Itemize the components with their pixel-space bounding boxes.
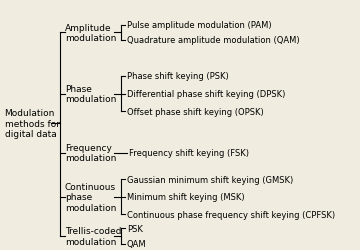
Text: Frequency shift keying (FSK): Frequency shift keying (FSK) (129, 148, 248, 158)
Text: Quadrature amplitude modulation (QAM): Quadrature amplitude modulation (QAM) (127, 36, 300, 45)
Text: Phase
modulation: Phase modulation (65, 85, 116, 104)
Text: Minimum shift keying (MSK): Minimum shift keying (MSK) (127, 192, 244, 202)
Text: Trellis-coded
modulation: Trellis-coded modulation (65, 226, 121, 246)
Text: Phase shift keying (PSK): Phase shift keying (PSK) (127, 72, 229, 81)
Text: QAM: QAM (127, 239, 147, 248)
Text: Amplitude
modulation: Amplitude modulation (65, 24, 116, 43)
Text: PSK: PSK (127, 224, 143, 233)
Text: Frequency
modulation: Frequency modulation (65, 143, 116, 163)
Text: Continuous
phase
modulation: Continuous phase modulation (65, 182, 116, 212)
Text: Gaussian minimum shift keying (GMSK): Gaussian minimum shift keying (GMSK) (127, 175, 293, 184)
Text: Offset phase shift keying (OPSK): Offset phase shift keying (OPSK) (127, 108, 264, 116)
Text: Modulation
methods for
digital data: Modulation methods for digital data (5, 109, 59, 138)
Text: Continuous phase frequency shift keying (CPFSK): Continuous phase frequency shift keying … (127, 210, 335, 219)
Text: Differential phase shift keying (DPSK): Differential phase shift keying (DPSK) (127, 90, 285, 99)
Text: Pulse amplitude modulation (PAM): Pulse amplitude modulation (PAM) (127, 21, 271, 30)
